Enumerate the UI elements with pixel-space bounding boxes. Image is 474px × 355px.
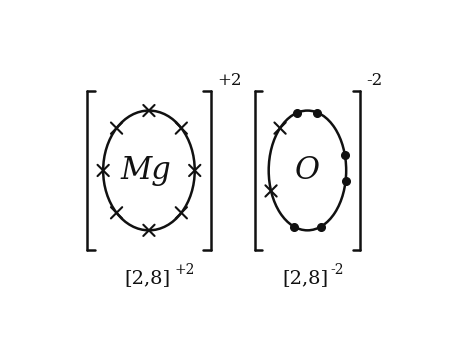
Text: -2: -2	[366, 72, 383, 89]
Text: +2: +2	[217, 72, 241, 89]
Text: [2,8]: [2,8]	[124, 269, 170, 287]
Text: O: O	[295, 155, 320, 186]
Text: +2: +2	[174, 263, 195, 277]
Text: -2: -2	[330, 263, 344, 277]
Text: [2,8]: [2,8]	[283, 269, 329, 287]
Text: Mg: Mg	[120, 155, 171, 186]
